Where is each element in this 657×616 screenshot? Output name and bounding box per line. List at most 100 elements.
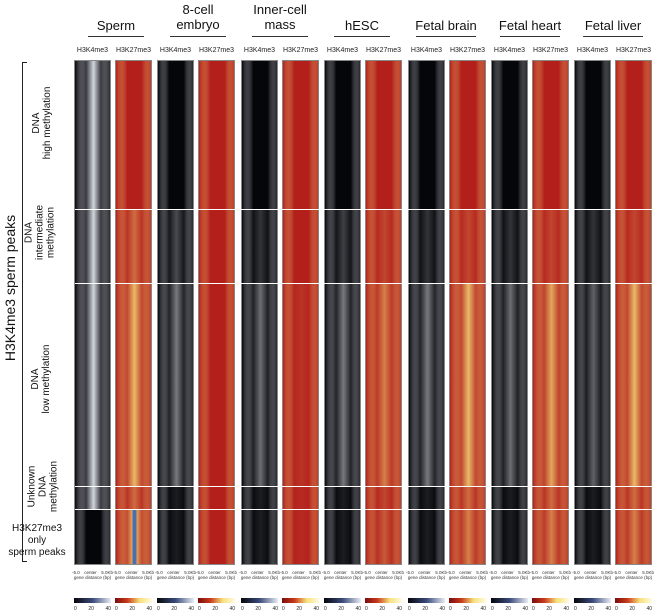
x-axis-fetal-liver-h3k4me3: -5.0 center 5.0Kb gene distance (bp) [572, 570, 613, 580]
row-unknown-line1: Unknown [26, 465, 38, 508]
row-high-line2: high methylation [42, 86, 53, 160]
heatmap-row-signal [158, 61, 193, 210]
scale-tick-label: 40 [355, 606, 361, 612]
x-tick-label: -5.0 [613, 570, 621, 575]
x-tick-label: -5.0 [239, 570, 247, 575]
scale-tick-label: 40 [396, 606, 402, 612]
row-label-high-methylation: DNA high methylation [31, 78, 53, 168]
scale-tick-label: 20 [629, 606, 635, 612]
x-tick-label: center [418, 570, 431, 575]
heatmap-row-signal [158, 210, 193, 284]
title-fetal-brain: Fetal brain [415, 18, 477, 33]
heatmap-canvas [366, 61, 401, 564]
heatmap-row-signal [325, 284, 360, 487]
heatmap-canvas [409, 61, 444, 564]
heatmap-row-signal [283, 284, 318, 487]
heatmap-row-signal [199, 61, 234, 210]
heatmap-row-signal [75, 284, 110, 487]
color-scale-hesc-h3k4me3 [324, 598, 361, 603]
heatmap-row-signal [450, 210, 485, 284]
heatmap-row-signal [616, 210, 651, 284]
heatmap-row-signal [116, 210, 151, 284]
heatmap-row-signal [409, 210, 444, 284]
x-tick-label: 5.0Kb [268, 570, 280, 575]
color-scale-fetal-liver-h3k27me3 [615, 598, 652, 603]
color-scale-ticks: 0 20 40 [449, 606, 486, 612]
x-tick-label: 5.0Kb [184, 570, 196, 575]
heatmap-row-signal [492, 487, 527, 510]
heatmap-row-signal [616, 510, 651, 564]
heatmap-row-signal [575, 61, 610, 210]
x-tick-label: 5.0Kb [101, 570, 113, 575]
title-icm-line2: mass [264, 17, 296, 32]
heatmap-row-signal [533, 510, 568, 564]
mark-label-fetal-brain-h3k27me3: H3K27me3 [449, 47, 486, 54]
x-axis-ticks: -5.0 center 5.0Kb [489, 570, 530, 575]
scale-tick-label: 20 [463, 606, 469, 612]
color-scale-ticks: 0 20 40 [241, 606, 278, 612]
heatmap-canvas [616, 61, 651, 564]
x-tick-label: 5.0Kb [392, 570, 404, 575]
title-underline [500, 36, 560, 37]
scale-tick-label: 0 [115, 606, 118, 612]
heatmap-row-signal [533, 61, 568, 210]
heatmap-inner-cell-mass-h3k4me3 [241, 60, 278, 565]
scale-tick-label: 20 [212, 606, 218, 612]
title-8cell-line2: embryo [176, 17, 220, 32]
heatmap-canvas [492, 61, 527, 564]
color-scale-ticks: 0 20 40 [532, 606, 569, 612]
heatmap-row-signal [409, 487, 444, 510]
scale-tick-label: 20 [129, 606, 135, 612]
heatmap-fetal-liver-h3k4me3 [574, 60, 611, 565]
color-scale-fetal-brain-h3k27me3 [449, 598, 486, 603]
heatmap-canvas [533, 61, 568, 564]
scale-tick-label: 40 [480, 606, 486, 612]
x-tick-label: 5.0Kb [642, 570, 654, 575]
color-scale-ticks: 0 20 40 [324, 606, 361, 612]
color-scale-sperm-h3k4me3 [74, 598, 111, 603]
heatmap-row-signal [242, 284, 277, 487]
side-bracket-bottom [22, 561, 27, 562]
row-unknown-line3: methylation [48, 460, 60, 513]
scale-tick-label: 40 [105, 606, 111, 612]
x-axis-caption: gene distance (bp) [114, 575, 153, 580]
x-tick-label: center [625, 570, 638, 575]
x-axis-hesc-h3k4me3: -5.0 center 5.0Kb gene distance (bp) [322, 570, 363, 580]
x-tick-label: center [208, 570, 221, 575]
title-sperm: Sperm [96, 18, 136, 33]
heatmap-canvas [450, 61, 485, 564]
x-axis-caption: gene distance (bp) [407, 575, 446, 580]
color-scale-inner-cell-mass-h3k27me3 [282, 598, 319, 603]
x-axis-fetal-brain-h3k4me3: -5.0 center 5.0Kb gene distance (bp) [406, 570, 447, 580]
scale-tick-label: 0 [491, 606, 494, 612]
color-scale-ticks: 0 20 40 [491, 606, 528, 612]
scale-tick-label: 20 [338, 606, 344, 612]
x-tick-label: -5.0 [72, 570, 80, 575]
row-high-line1: DNA [31, 112, 42, 134]
row-label-h3k27me3-only: H3K27me3 only sperm peaks [2, 523, 72, 559]
heatmap-row-signal [325, 61, 360, 210]
heatmap-canvas [575, 61, 610, 564]
row-divider [75, 509, 655, 510]
x-axis-sperm-h3k4me3: -5.0 center 5.0Kb gene distance (bp) [72, 570, 113, 580]
x-axis-ticks: -5.0 center 5.0Kb [196, 570, 237, 575]
x-tick-label: 5.0Kb [142, 570, 154, 575]
x-axis-ticks: -5.0 center 5.0Kb [322, 570, 363, 575]
title-fetal-heart: Fetal heart [498, 18, 562, 33]
scale-tick-label: 0 [532, 606, 535, 612]
heatmap-hesc-h3k4me3 [324, 60, 361, 565]
x-axis-hesc-h3k27me3: -5.0 center 5.0Kb gene distance (bp) [363, 570, 404, 580]
x-axis-ticks: -5.0 center 5.0Kb [280, 570, 321, 575]
heatmap-row-signal [116, 61, 151, 210]
color-scale-ticks: 0 20 40 [198, 606, 235, 612]
x-tick-label: -5.0 [530, 570, 538, 575]
x-axis-fetal-heart-h3k4me3: -5.0 center 5.0Kb gene distance (bp) [489, 570, 530, 580]
row-k27-line3: sperm peaks [8, 547, 66, 558]
row-inter-line3: methylation [45, 206, 57, 259]
scale-tick-label: 40 [272, 606, 278, 612]
x-axis-ticks: -5.0 center 5.0Kb [155, 570, 196, 575]
color-scale-ticks: 0 20 40 [408, 606, 445, 612]
heatmap-row-signal [366, 510, 401, 564]
color-scale-8-cell-embryo-h3k27me3 [198, 598, 235, 603]
heatmap-row-signal [575, 487, 610, 510]
